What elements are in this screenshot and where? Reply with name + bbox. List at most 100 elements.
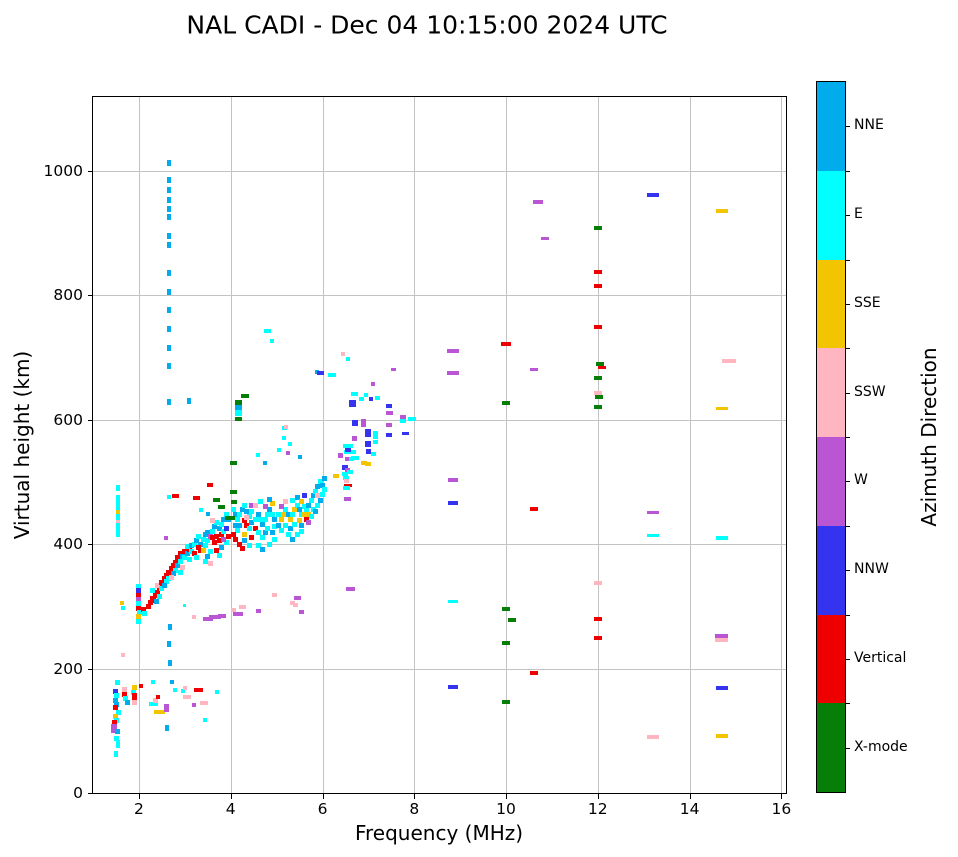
- data-point: [276, 448, 281, 452]
- data-point: [715, 733, 728, 738]
- data-point: [196, 534, 202, 539]
- data-point: [166, 569, 172, 575]
- x-tick-label: 4: [225, 800, 236, 818]
- data-point: [285, 532, 291, 538]
- data-point: [255, 511, 261, 517]
- data-point: [260, 535, 266, 541]
- data-point: [385, 410, 393, 415]
- data-point: [342, 464, 349, 470]
- data-point: [267, 507, 273, 513]
- colorbar-boundary-tick: [846, 525, 850, 527]
- data-point: [231, 499, 238, 504]
- colorbar-tick: [846, 658, 850, 660]
- data-point: [167, 659, 172, 666]
- data-point: [258, 516, 263, 522]
- data-point: [345, 356, 350, 361]
- data-point: [386, 403, 392, 408]
- data-point: [293, 603, 299, 607]
- data-point: [229, 461, 237, 466]
- colorbar-category-label: SSW: [854, 383, 886, 400]
- data-point: [359, 396, 364, 401]
- data-point: [317, 497, 323, 503]
- data-point: [386, 433, 392, 437]
- data-point: [191, 550, 197, 556]
- data-point: [372, 439, 378, 444]
- data-point: [166, 306, 171, 313]
- data-point: [715, 406, 728, 410]
- data-point: [285, 451, 290, 456]
- gridline-vertical: [506, 97, 507, 793]
- data-point: [448, 500, 459, 505]
- data-point: [121, 605, 126, 610]
- data-point: [159, 586, 165, 592]
- data-point: [320, 483, 325, 488]
- data-point: [166, 232, 171, 239]
- colorbar-tick: [846, 392, 850, 394]
- data-point: [110, 724, 117, 734]
- data-point: [333, 474, 340, 479]
- data-point: [116, 485, 121, 491]
- data-point: [112, 720, 118, 726]
- data-point: [136, 588, 142, 594]
- y-tick-mark: [88, 668, 93, 670]
- data-point: [168, 566, 174, 572]
- data-point: [237, 511, 243, 517]
- data-point: [177, 569, 183, 575]
- data-point: [175, 563, 181, 569]
- data-point: [365, 461, 372, 466]
- data-point: [208, 615, 221, 620]
- gridline-horizontal: [93, 295, 786, 296]
- gridline-vertical: [781, 97, 783, 793]
- data-point: [301, 511, 307, 517]
- y-tick-label: 0: [73, 784, 83, 802]
- data-point: [248, 509, 254, 515]
- data-point: [283, 507, 289, 513]
- data-point: [502, 400, 510, 405]
- data-point: [501, 342, 511, 347]
- data-point: [235, 399, 242, 405]
- colorbar-segment-nnw: [817, 525, 845, 615]
- x-tick-label: 8: [409, 800, 420, 818]
- data-point: [136, 592, 142, 598]
- data-point: [391, 367, 397, 371]
- data-point: [646, 735, 659, 739]
- data-point: [294, 532, 300, 538]
- data-point: [116, 523, 121, 532]
- data-point: [260, 546, 266, 552]
- y-tick-mark: [88, 170, 93, 172]
- data-point: [351, 392, 359, 396]
- data-point: [116, 528, 121, 537]
- data-point: [216, 552, 222, 558]
- data-point: [184, 544, 190, 549]
- data-point: [114, 693, 120, 699]
- data-point: [221, 529, 227, 534]
- data-point: [182, 685, 187, 690]
- data-point: [216, 538, 222, 544]
- data-point: [180, 688, 185, 693]
- data-point: [593, 226, 602, 231]
- data-point: [135, 614, 141, 620]
- data-point: [170, 563, 176, 569]
- y-tick-mark: [88, 793, 93, 794]
- data-point: [360, 461, 367, 466]
- colorbar-tick: [846, 747, 850, 749]
- data-point: [271, 593, 277, 597]
- data-point: [316, 370, 324, 375]
- gridline-vertical: [138, 97, 140, 793]
- colorbar: [816, 81, 846, 793]
- x-tick-mark: [414, 794, 416, 799]
- data-point: [131, 699, 137, 705]
- data-point: [170, 571, 176, 577]
- colorbar-boundary-tick: [846, 259, 850, 261]
- data-point: [131, 693, 137, 700]
- data-point: [283, 522, 289, 528]
- data-point: [293, 596, 301, 601]
- data-point: [207, 561, 213, 567]
- data-point: [137, 610, 143, 615]
- data-point: [161, 583, 167, 589]
- data-point: [267, 541, 273, 547]
- data-point: [301, 492, 307, 498]
- data-point: [219, 521, 224, 527]
- data-point: [232, 611, 243, 616]
- data-point: [113, 705, 119, 711]
